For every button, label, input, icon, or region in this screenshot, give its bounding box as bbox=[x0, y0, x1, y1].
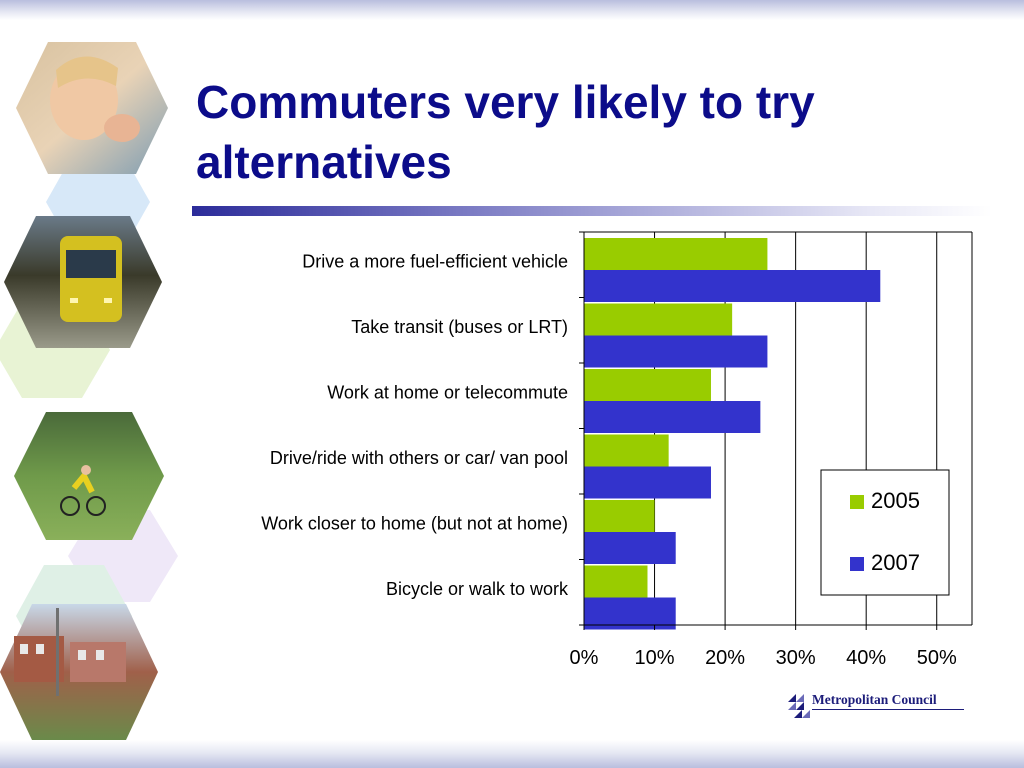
chart-bars bbox=[584, 238, 881, 630]
cyclist-photo bbox=[14, 412, 164, 540]
bar-2005 bbox=[584, 565, 648, 598]
x-tick-label: 0% bbox=[570, 647, 599, 669]
category-label: Bicycle or walk to work bbox=[386, 579, 569, 599]
slide-title: Commuters very likely to try alternative… bbox=[196, 76, 815, 188]
bar-2007 bbox=[584, 335, 768, 368]
bar-2007 bbox=[584, 401, 761, 433]
chart-legend: 2005 2007 bbox=[820, 469, 950, 596]
metropolitan-council-logo: Metropolitan Council bbox=[788, 690, 968, 720]
x-tick-label: 40% bbox=[846, 647, 886, 669]
logo-underline bbox=[812, 709, 964, 710]
light-rail-train-photo bbox=[4, 216, 162, 348]
legend-label-2005: 2005 bbox=[871, 488, 920, 513]
townhouses-photo bbox=[0, 604, 158, 740]
bar-2005 bbox=[584, 303, 733, 336]
bar-2007 bbox=[584, 270, 881, 302]
logo-text: Metropolitan Council bbox=[812, 692, 937, 707]
top-gradient-bar bbox=[0, 0, 1024, 20]
girl-drinking-water-photo bbox=[16, 42, 168, 174]
category-label: Work closer to home (but not at home) bbox=[261, 514, 568, 534]
legend-label-2007: 2007 bbox=[871, 550, 920, 575]
x-tick-label: 10% bbox=[635, 647, 675, 669]
photo-strip bbox=[0, 42, 178, 740]
metropolitan-council-logo-icon bbox=[788, 694, 810, 718]
bar-2005 bbox=[584, 369, 711, 401]
bar-2007 bbox=[584, 466, 711, 499]
bar-2007 bbox=[584, 532, 676, 564]
category-label: Drive/ride with others or car/ van pool bbox=[270, 448, 568, 468]
bar-2005 bbox=[584, 238, 768, 270]
category-label: Take transit (buses or LRT) bbox=[351, 317, 568, 337]
bar-2005 bbox=[584, 500, 655, 532]
category-labels: Drive a more fuel-efficient vehicle Take … bbox=[261, 252, 569, 600]
category-label: Drive a more fuel-efficient vehicle bbox=[302, 252, 568, 272]
legend-box bbox=[820, 469, 950, 596]
bar-2007 bbox=[584, 597, 676, 630]
legend-swatch-2005 bbox=[850, 495, 864, 509]
bottom-gradient-bar bbox=[0, 740, 1024, 768]
x-tick-label: 30% bbox=[776, 647, 816, 669]
tick-labels: 0% 10% 20% 30% 40% 50% bbox=[570, 647, 957, 669]
x-tick-label: 50% bbox=[917, 647, 957, 669]
chart-axes bbox=[579, 231, 973, 630]
title-underline bbox=[192, 206, 992, 216]
legend-swatch-2007 bbox=[850, 557, 864, 571]
bar-2005 bbox=[584, 434, 669, 467]
x-tick-label: 20% bbox=[705, 647, 745, 669]
category-label: Work at home or telecommute bbox=[327, 383, 568, 403]
